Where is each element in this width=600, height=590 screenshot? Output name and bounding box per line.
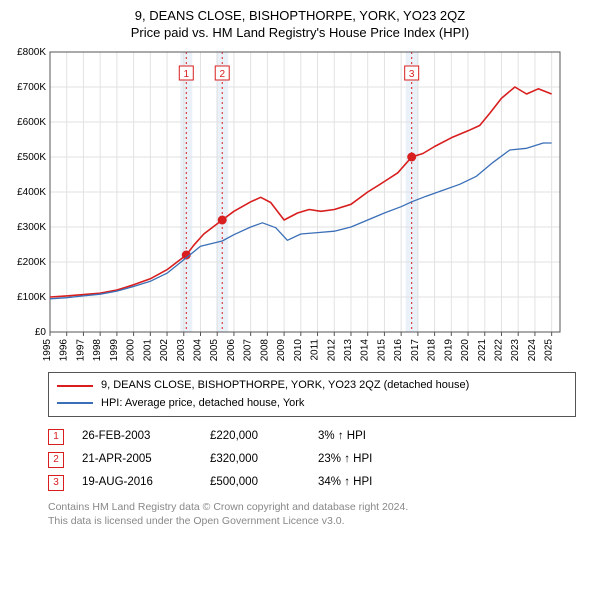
chart-title-subtitle: Price paid vs. HM Land Registry's House … xyxy=(10,25,590,40)
sale-date: 19-AUG-2016 xyxy=(82,471,192,494)
svg-text:2006: 2006 xyxy=(226,339,237,362)
sale-date: 26-FEB-2003 xyxy=(82,425,192,448)
svg-text:2: 2 xyxy=(219,69,225,80)
line-chart: 1 2 3 £0 £100K £200K £300K £400K £500K £600K £700K… xyxy=(10,46,570,366)
svg-text:2002: 2002 xyxy=(159,339,170,362)
svg-text:£100K: £100K xyxy=(17,292,46,303)
svg-text:£800K: £800K xyxy=(17,47,46,58)
svg-text:2023: 2023 xyxy=(510,339,521,362)
footer-attribution: Contains HM Land Registry data © Crown c… xyxy=(48,500,576,528)
svg-text:2000: 2000 xyxy=(126,339,137,362)
svg-text:3: 3 xyxy=(409,69,415,80)
sale-index-box: 3 xyxy=(48,475,64,491)
svg-text:2010: 2010 xyxy=(293,339,304,362)
footer-line1: Contains HM Land Registry data © Crown c… xyxy=(48,500,576,514)
svg-text:2016: 2016 xyxy=(393,339,404,362)
svg-text:£500K: £500K xyxy=(17,152,46,163)
legend-row: 9, DEANS CLOSE, BISHOPTHORPE, YORK, YO23… xyxy=(57,377,567,395)
sale-index-box: 1 xyxy=(48,429,64,445)
svg-text:1997: 1997 xyxy=(75,339,86,362)
sales-table: 1 26-FEB-2003 £220,000 3% ↑ HPI 2 21-APR-2005… xyxy=(48,425,576,494)
sale-price: £320,000 xyxy=(210,448,300,471)
legend-row: HPI: Average price, detached house, York xyxy=(57,395,567,413)
svg-text:2017: 2017 xyxy=(410,339,421,362)
legend: 9, DEANS CLOSE, BISHOPTHORPE, YORK, YO23… xyxy=(48,372,576,417)
svg-text:2014: 2014 xyxy=(360,339,371,362)
sale-row: 2 21-APR-2005 £320,000 23% ↑ HPI xyxy=(48,448,576,471)
svg-text:2012: 2012 xyxy=(326,339,337,362)
svg-text:2015: 2015 xyxy=(376,339,387,362)
legend-swatch xyxy=(57,385,93,387)
svg-text:£300K: £300K xyxy=(17,222,46,233)
svg-text:2021: 2021 xyxy=(477,339,488,362)
svg-text:1995: 1995 xyxy=(42,339,53,362)
footer-line2: This data is licensed under the Open Gov… xyxy=(48,514,576,528)
chart-area: 1 2 3 £0 £100K £200K £300K £400K £500K £600K £700K… xyxy=(10,46,590,366)
sale-price: £500,000 xyxy=(210,471,300,494)
svg-text:1996: 1996 xyxy=(59,339,70,362)
svg-text:2024: 2024 xyxy=(527,339,538,362)
svg-text:1999: 1999 xyxy=(109,339,120,362)
svg-text:2011: 2011 xyxy=(310,339,321,361)
chart-title-address: 9, DEANS CLOSE, BISHOPTHORPE, YORK, YO23… xyxy=(10,8,590,23)
svg-text:2018: 2018 xyxy=(427,339,438,362)
legend-label: HPI: Average price, detached house, York xyxy=(101,395,304,413)
chart-title-block: 9, DEANS CLOSE, BISHOPTHORPE, YORK, YO23… xyxy=(10,8,590,40)
svg-text:2003: 2003 xyxy=(176,339,187,362)
sale-price: £220,000 xyxy=(210,425,300,448)
svg-text:2013: 2013 xyxy=(343,339,354,362)
sale-date: 21-APR-2005 xyxy=(82,448,192,471)
svg-text:£400K: £400K xyxy=(17,187,46,198)
svg-text:£200K: £200K xyxy=(17,257,46,268)
svg-text:1998: 1998 xyxy=(92,339,103,362)
svg-text:2009: 2009 xyxy=(276,339,287,362)
svg-text:£600K: £600K xyxy=(17,117,46,128)
svg-text:2008: 2008 xyxy=(259,339,270,362)
sale-hpi-diff: 3% ↑ HPI xyxy=(318,425,366,448)
svg-text:1: 1 xyxy=(183,69,189,80)
svg-text:2001: 2001 xyxy=(142,339,153,362)
svg-text:2005: 2005 xyxy=(209,339,220,362)
sale-hpi-diff: 23% ↑ HPI xyxy=(318,448,372,471)
svg-text:2020: 2020 xyxy=(460,339,471,362)
sale-row: 1 26-FEB-2003 £220,000 3% ↑ HPI xyxy=(48,425,576,448)
svg-text:2007: 2007 xyxy=(243,339,254,362)
svg-text:2004: 2004 xyxy=(192,339,203,362)
svg-text:£700K: £700K xyxy=(17,82,46,93)
sale-row: 3 19-AUG-2016 £500,000 34% ↑ HPI xyxy=(48,471,576,494)
sale-index-box: 2 xyxy=(48,452,64,468)
sale-hpi-diff: 34% ↑ HPI xyxy=(318,471,372,494)
svg-text:2019: 2019 xyxy=(443,339,454,362)
svg-text:2022: 2022 xyxy=(493,339,504,362)
svg-text:£0: £0 xyxy=(35,327,47,338)
legend-label: 9, DEANS CLOSE, BISHOPTHORPE, YORK, YO23… xyxy=(101,377,469,395)
legend-swatch xyxy=(57,402,93,404)
svg-text:2025: 2025 xyxy=(544,339,555,362)
